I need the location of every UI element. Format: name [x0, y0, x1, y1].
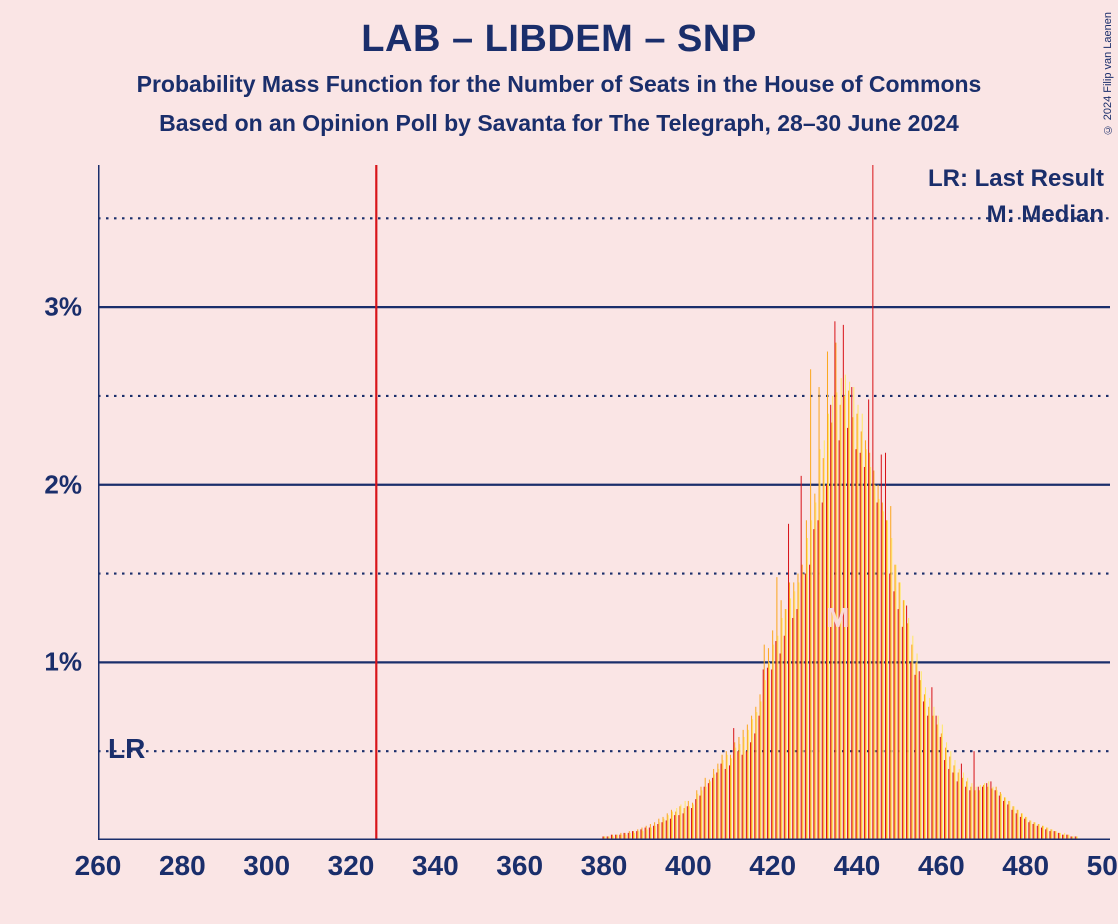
y-axis-labels: 1% 2% 3%: [30, 165, 90, 885]
chart-title: LAB – LIBDEM – SNP: [0, 0, 1118, 61]
x-tick-label: 300: [243, 850, 290, 882]
plot-area: LR: Last Result M: Median LR M: [98, 165, 1110, 840]
lr-indicator-label: LR: [108, 733, 145, 765]
copyright-text: © 2024 Filip van Laenen: [1102, 12, 1114, 135]
chart-legend: LR: Last Result M: Median: [928, 165, 1104, 237]
x-tick-label: 360: [496, 850, 543, 882]
x-axis-labels: 260280300320340360380400420440460480500: [98, 845, 1110, 885]
legend-median: M: Median: [928, 201, 1104, 229]
plot-svg: [98, 165, 1110, 840]
chart-subtitle-1: Probability Mass Function for the Number…: [0, 71, 1118, 98]
chart-container: 1% 2% 3% LR: Last Result M: Median LR M 26…: [30, 165, 1110, 885]
x-tick-label: 420: [749, 850, 796, 882]
x-tick-label: 320: [328, 850, 375, 882]
x-tick-label: 460: [918, 850, 965, 882]
legend-lr: LR: Last Result: [928, 165, 1104, 193]
x-tick-label: 340: [412, 850, 459, 882]
y-tick-label: 2%: [44, 469, 82, 500]
y-tick-label: 3%: [44, 292, 82, 323]
x-tick-label: 440: [834, 850, 881, 882]
x-tick-label: 500: [1087, 850, 1118, 882]
median-indicator-label: M: [826, 602, 849, 634]
x-tick-label: 480: [1002, 850, 1049, 882]
x-tick-label: 380: [581, 850, 628, 882]
x-tick-label: 260: [75, 850, 122, 882]
x-tick-label: 280: [159, 850, 206, 882]
chart-subtitle-2: Based on an Opinion Poll by Savanta for …: [0, 110, 1118, 137]
x-tick-label: 400: [665, 850, 712, 882]
y-tick-label: 1%: [44, 647, 82, 678]
